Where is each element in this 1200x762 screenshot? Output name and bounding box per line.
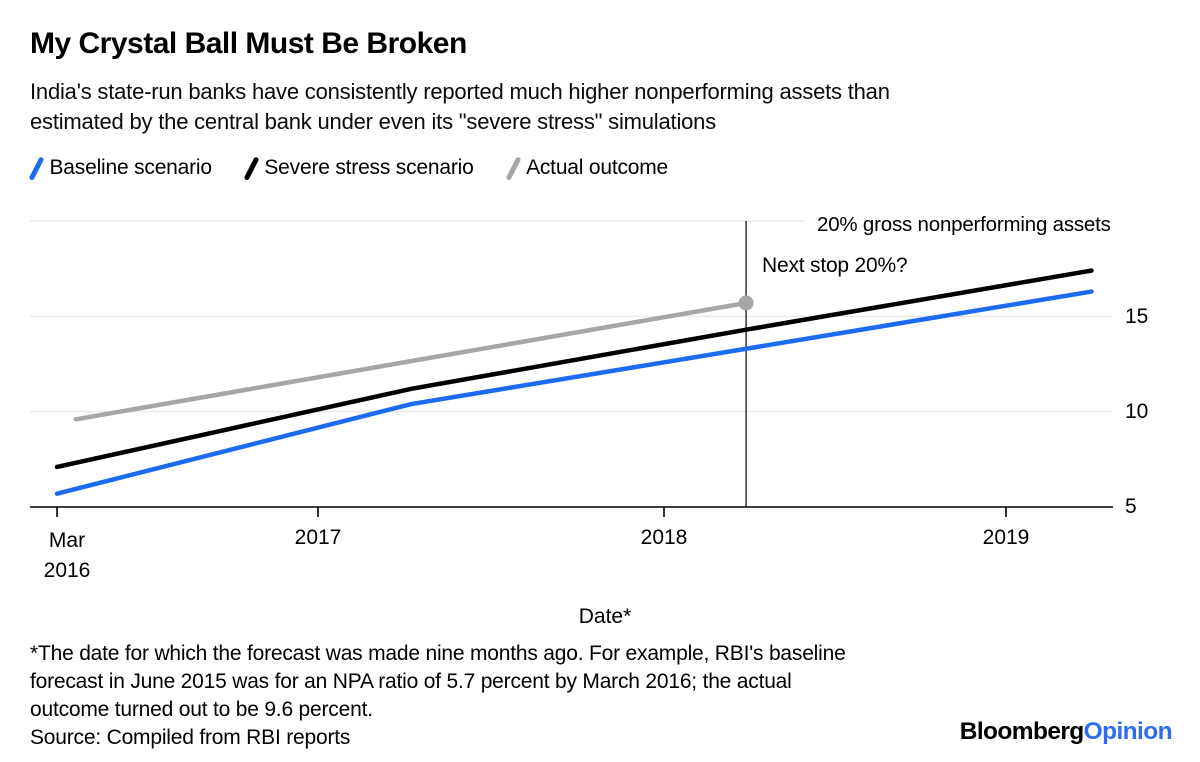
x-tick-label-2017: 2017 (294, 526, 342, 549)
legend-item-severe-stress: Severe stress scenario (243, 155, 474, 181)
bloomberg-opinion-logo: BloombergOpinion (959, 718, 1173, 746)
chart-subtitle: India's state-run banks have consistentl… (30, 77, 890, 137)
logo-bloomberg: Bloomberg (959, 718, 1085, 745)
chart-footnote: *The date for which the forecast was mad… (30, 640, 846, 752)
footnote-line-1: *The date for which the forecast was mad… (30, 642, 846, 665)
chart-legend: Baseline scenario Severe stress scenario… (28, 154, 669, 182)
legend-label: Severe stress scenario (264, 156, 474, 179)
line-swatch-icon (243, 155, 259, 181)
footnote-line-3: outcome turned out to be 9.6 percent. (30, 698, 373, 721)
x-axis-title: Date* (578, 605, 632, 628)
legend-item-actual-outcome: Actual outcome (505, 155, 669, 181)
line-swatch-icon (505, 155, 521, 181)
logo-opinion: Opinion (1083, 718, 1173, 745)
y-tick-label-15: 15 (1125, 305, 1149, 328)
subtitle-line-1: India's state-run banks have consistentl… (30, 79, 890, 104)
legend-label: Actual outcome (526, 156, 669, 179)
footnote-line-2: forecast in June 2015 was for an NPA rat… (30, 670, 792, 693)
subtitle-line-2: estimated by the central bank under even… (30, 109, 717, 134)
legend-label: Baseline scenario (49, 156, 213, 179)
x-tick-label-2019: 2019 (982, 526, 1030, 549)
x-tick-label-mar-2016: Mar 2016 (43, 529, 91, 582)
source-line: Source: Compiled from RBI reports (30, 726, 351, 749)
y-tick-label-10: 10 (1125, 400, 1149, 423)
y-tick-label-5: 5 (1125, 495, 1137, 518)
top-axis-label: 20% gross nonperforming assets (817, 213, 1111, 236)
page-title: My Crystal Ball Must Be Broken (30, 27, 467, 60)
legend-item-baseline: Baseline scenario (28, 155, 213, 181)
x-tick-label-2018: 2018 (640, 526, 688, 549)
chart-annotation: Next stop 20%? (762, 254, 908, 277)
